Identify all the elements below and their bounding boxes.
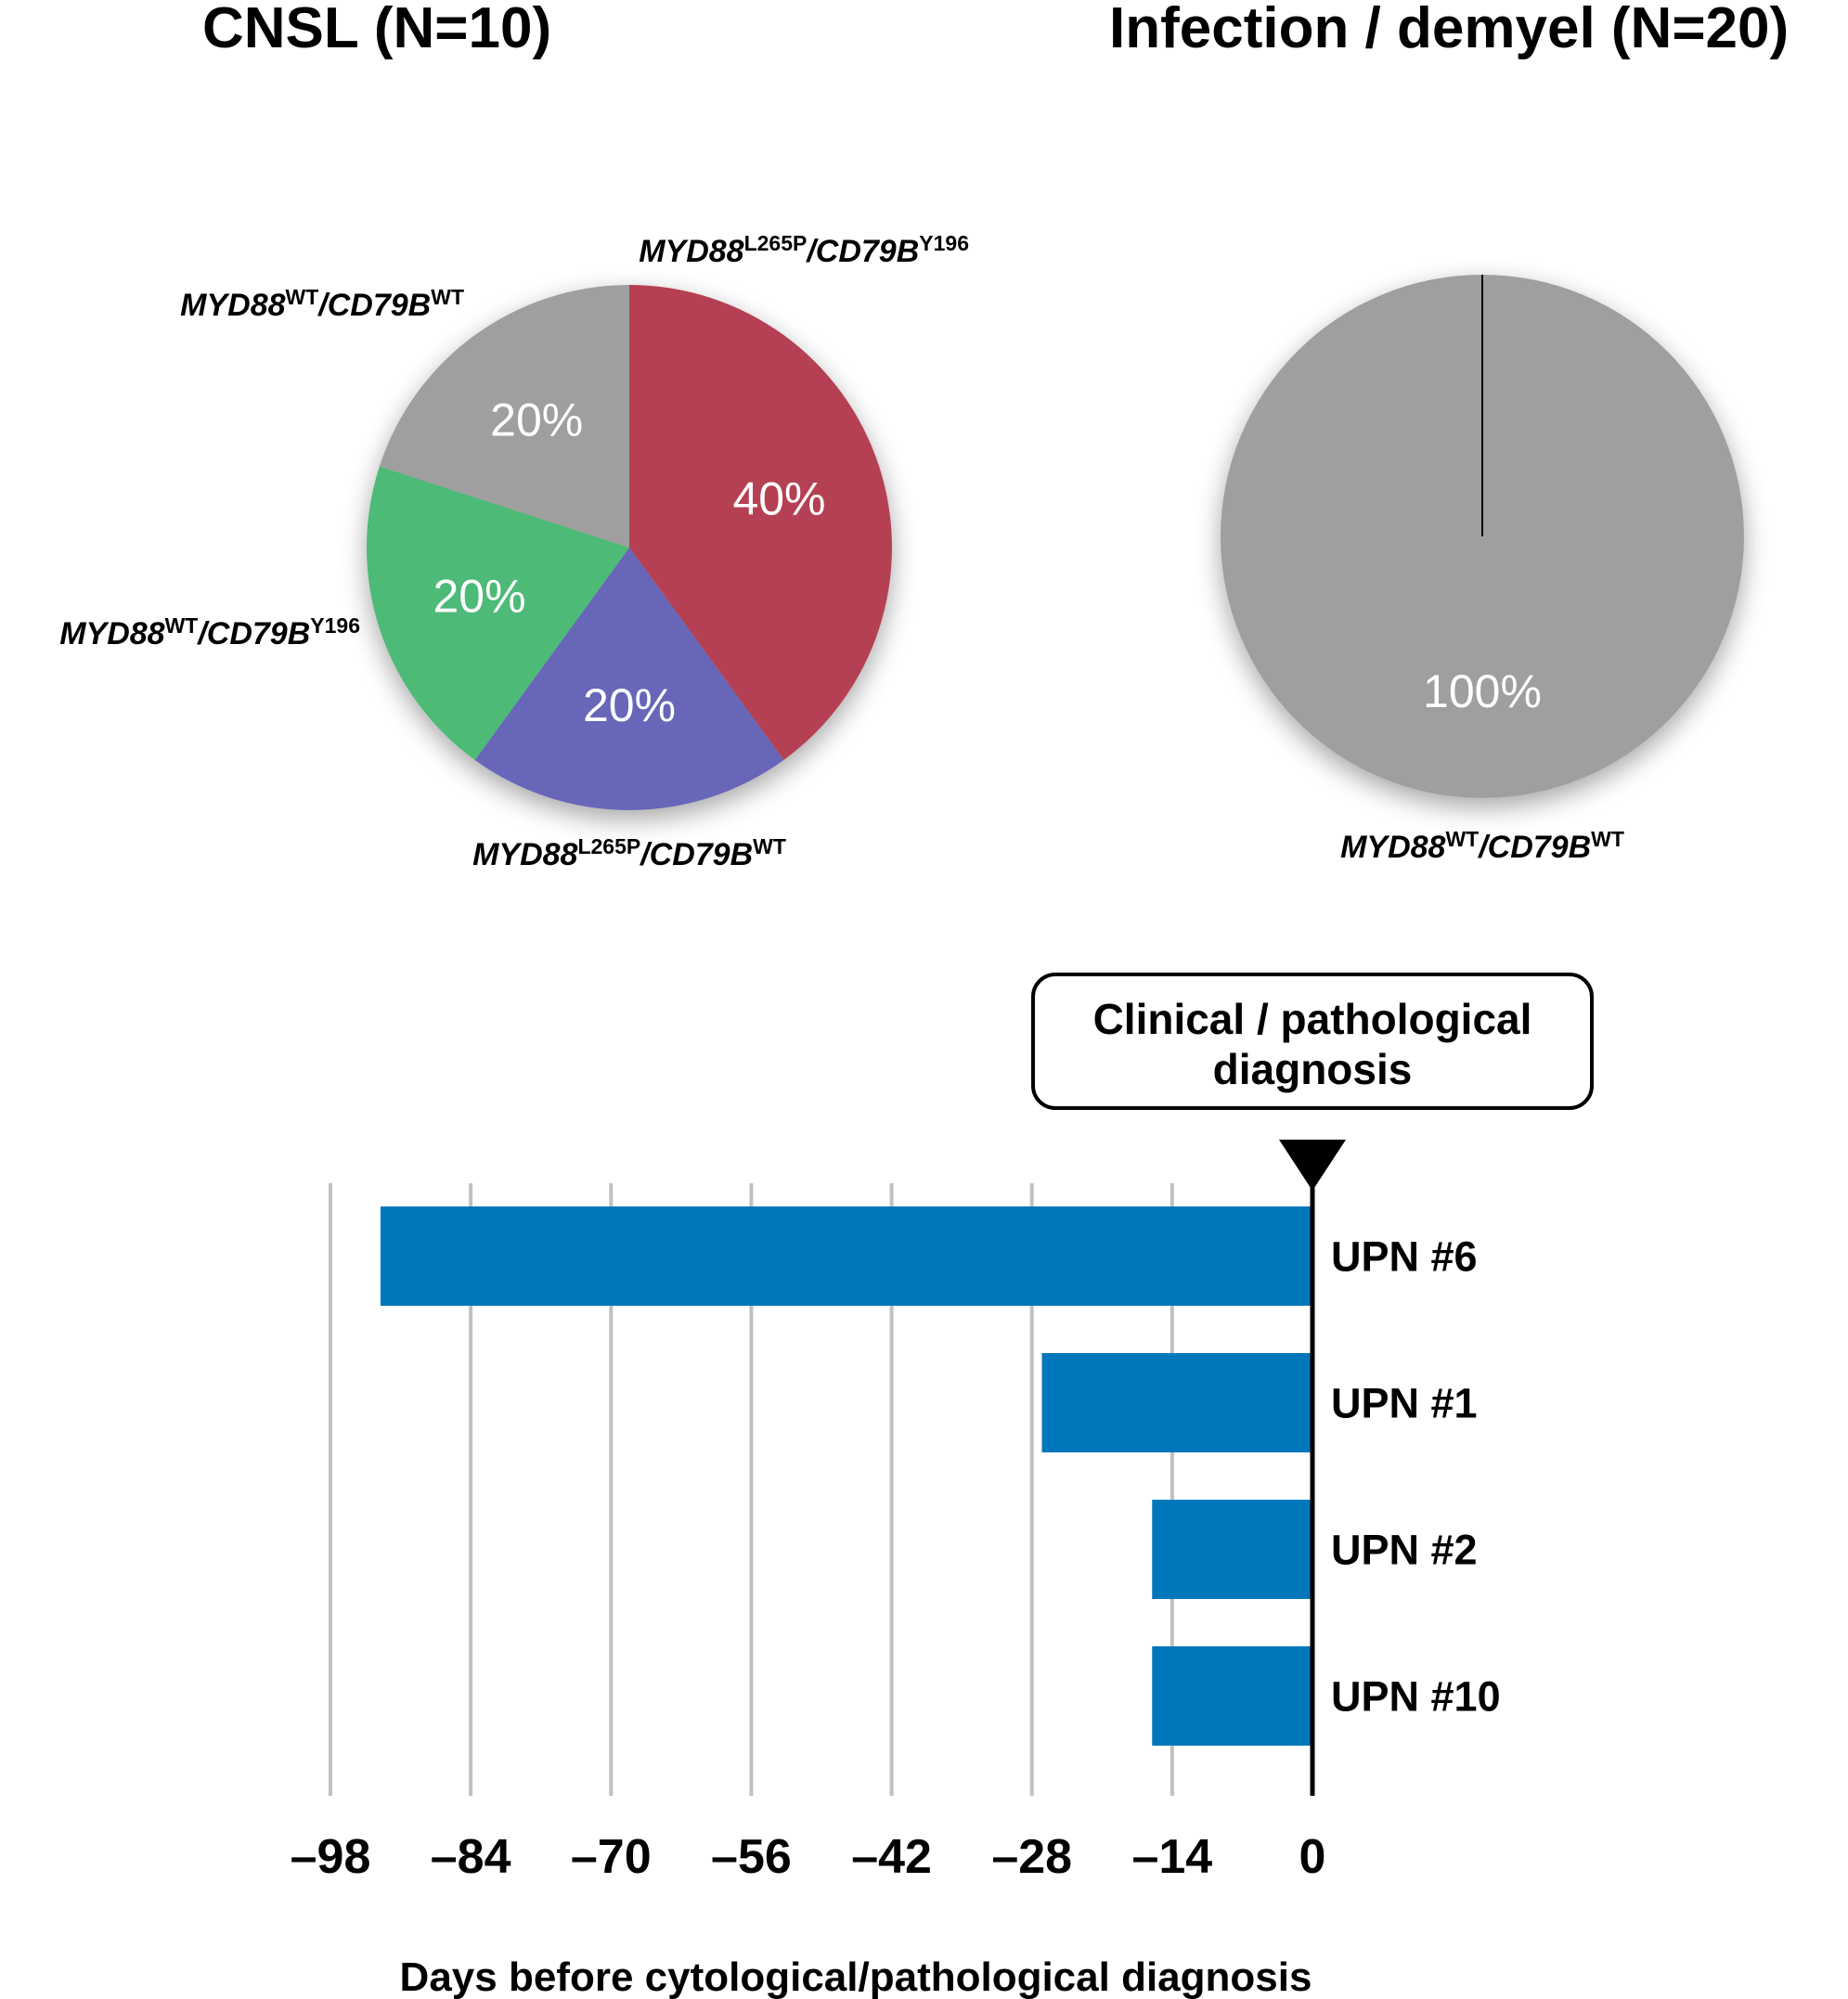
bar-category-label: UPN #1 [1331, 1380, 1478, 1427]
x-tick-label: –42 [851, 1830, 932, 1884]
infection-pie-labels: 100% MYD88WT/CD79BWT [1340, 665, 1624, 865]
pie-slice-percent: 40% [732, 473, 825, 525]
bar [1152, 1500, 1312, 1599]
bar-chart-category-labels: UPN #6 UPN #1 UPN #2 UPN #10 [1331, 1233, 1501, 1721]
pie-slice [629, 285, 892, 760]
pie-slice-percent: 100% [1423, 665, 1542, 717]
x-tick-label: 0 [1299, 1830, 1326, 1884]
pie-slice-label: MYD88L265P/CD79BY196 [639, 231, 969, 269]
bar [1152, 1646, 1312, 1746]
bar [1041, 1353, 1312, 1452]
left-pie-title: CNSL (N=10) [202, 0, 552, 60]
bar-chart-x-axis-title: Days before cytological/pathological dia… [400, 1954, 1312, 1999]
bar-category-label: UPN #6 [1331, 1233, 1478, 1281]
diagnosis-callout: Clinical / pathological diagnosis [1031, 973, 1594, 1191]
pie-slice-percent: 20% [583, 679, 676, 731]
right-pie-title: Infection / demyel (N=20) [1109, 0, 1790, 60]
pie-slice-label: MYD88WT/CD79BY196 [59, 613, 360, 651]
pie-slice [367, 466, 629, 760]
callout-box [1031, 973, 1594, 1110]
cnsl-pie-chart [367, 285, 892, 810]
pie-slice [474, 548, 784, 810]
pie-slice-percent: 20% [490, 394, 583, 446]
bar-chart-bars [380, 1186, 1315, 1796]
bar-chart-tick-labels: –98 –84 –70 –56 –42 –28 –14 0 [291, 1830, 1326, 1884]
pie-slice-label: MYD88L265P/CD79BWT [472, 834, 786, 872]
x-tick-label: –98 [291, 1830, 371, 1884]
x-tick-label: –28 [991, 1830, 1072, 1884]
x-tick-label: –56 [711, 1830, 792, 1884]
callout-line-2: diagnosis [1213, 1045, 1413, 1093]
x-tick-label: –70 [571, 1830, 652, 1884]
cnsl-pie-labels: 40% MYD88L265P/CD79BY196 20% MYD88L265P/CD7… [59, 231, 969, 872]
bar-category-label: UPN #2 [1331, 1527, 1478, 1574]
infection-pie-chart [1221, 275, 1744, 798]
bar-category-label: UPN #10 [1331, 1673, 1501, 1721]
x-tick-label: –84 [431, 1830, 511, 1884]
pie-slice-percent: 20% [433, 570, 525, 622]
callout-line-1: Clinical / pathological [1093, 995, 1532, 1043]
pie-slice-label: MYD88WT/CD79BWT [180, 285, 464, 323]
x-tick-label: –14 [1131, 1830, 1212, 1884]
callout-pointer-icon [1279, 1140, 1346, 1191]
pie-slice-label: MYD88WT/CD79BWT [1340, 827, 1624, 865]
bar [380, 1206, 1312, 1306]
pie-slice [379, 285, 629, 548]
